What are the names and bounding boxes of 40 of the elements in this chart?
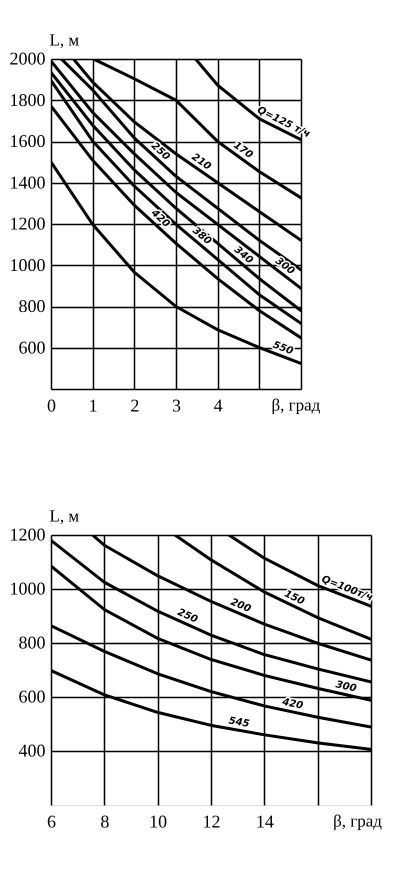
y-tick-label: 600 xyxy=(18,337,46,358)
text: 550 xyxy=(271,340,295,358)
x-tick-label: 6 xyxy=(47,812,56,832)
text: 420 xyxy=(148,207,172,230)
x-axis-title: β, град xyxy=(333,812,382,830)
text: 250 xyxy=(176,607,200,626)
text: 300 xyxy=(273,256,296,278)
text: 150 xyxy=(282,588,306,608)
x-tick-label: 3 xyxy=(172,396,181,416)
text: 340 xyxy=(232,244,255,266)
y-tick-label: 1000 xyxy=(10,254,46,275)
x-axis-title: β, град xyxy=(272,396,321,414)
y-tick-label: 800 xyxy=(18,632,46,652)
text: 420 xyxy=(280,696,304,712)
text: 200 xyxy=(228,596,252,616)
text: 300 xyxy=(334,679,358,695)
x-tick-label: 14 xyxy=(256,812,274,832)
y-tick-label: 1800 xyxy=(10,90,46,110)
y-tick-label: 600 xyxy=(18,686,46,706)
y-tick-label: 2000 xyxy=(10,48,46,68)
x-tick-label: 2 xyxy=(130,396,140,416)
x-tick-label: 10 xyxy=(149,812,168,832)
x-tick-label: 12 xyxy=(202,812,220,832)
text: 545 xyxy=(228,715,250,730)
text: 170 xyxy=(231,140,255,162)
y-tick-label: 1400 xyxy=(10,172,46,192)
text: 250 xyxy=(148,140,172,163)
x-tick-label: 4 xyxy=(214,396,223,416)
y-tick-label: 800 xyxy=(18,296,46,316)
y-tick-label: 1200 xyxy=(10,524,46,544)
x-tick-label: 1 xyxy=(88,396,98,416)
y-tick-label: 1600 xyxy=(10,131,46,151)
x-tick-label: 8 xyxy=(100,812,110,832)
text: 210 xyxy=(189,152,213,173)
y-axis-title: L, м xyxy=(50,30,80,50)
y-tick-label: 1000 xyxy=(10,578,46,598)
y-tick-label: 400 xyxy=(18,740,46,760)
y-axis-title: L, м xyxy=(50,506,80,526)
x-tick-label: 0 xyxy=(47,396,56,416)
y-tick-label: 1200 xyxy=(10,214,46,234)
